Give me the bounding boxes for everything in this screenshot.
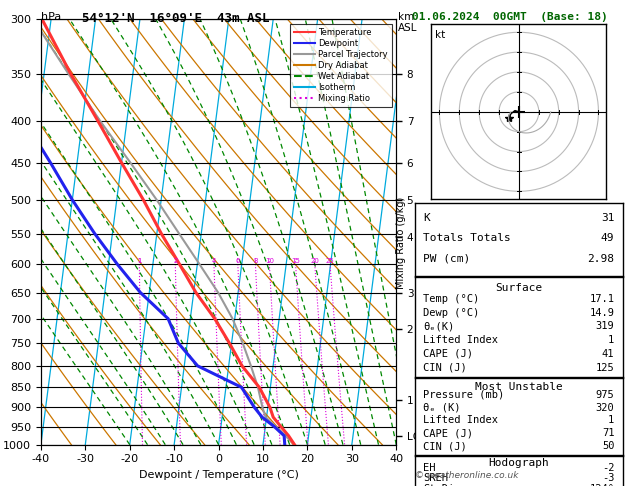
Text: 54°12'N  16°09'E  43m ASL: 54°12'N 16°09'E 43m ASL <box>82 12 269 25</box>
Text: 50: 50 <box>602 441 615 451</box>
Text: Temp (°C): Temp (°C) <box>423 294 480 304</box>
Text: 125: 125 <box>596 363 615 373</box>
Text: CAPE (J): CAPE (J) <box>423 349 474 359</box>
Text: PW (cm): PW (cm) <box>423 254 470 263</box>
Text: 31: 31 <box>601 213 615 223</box>
Text: 10: 10 <box>265 258 274 264</box>
Text: Surface: Surface <box>495 283 543 293</box>
Text: km
ASL: km ASL <box>398 12 418 33</box>
Text: Most Unstable: Most Unstable <box>475 382 563 392</box>
Text: 25: 25 <box>326 258 335 264</box>
Text: SREH: SREH <box>423 473 448 484</box>
Text: 8: 8 <box>253 258 258 264</box>
Text: © weatheronline.co.uk: © weatheronline.co.uk <box>415 471 519 480</box>
Text: kt: kt <box>435 30 446 40</box>
Text: 124°: 124° <box>589 484 615 486</box>
Text: Pressure (mb): Pressure (mb) <box>423 390 504 399</box>
Text: 319: 319 <box>596 321 615 331</box>
Text: 975: 975 <box>596 390 615 399</box>
Text: 1: 1 <box>608 416 615 425</box>
Text: K: K <box>423 213 430 223</box>
Text: θₑ (K): θₑ (K) <box>423 402 461 413</box>
Text: 1: 1 <box>137 258 142 264</box>
Text: EH: EH <box>423 463 436 473</box>
Text: Lifted Index: Lifted Index <box>423 416 498 425</box>
Text: 1: 1 <box>608 335 615 345</box>
Text: 2.98: 2.98 <box>587 254 615 263</box>
Text: Hodograph: Hodograph <box>489 458 549 468</box>
Text: -3: -3 <box>602 473 615 484</box>
Text: 6: 6 <box>236 258 240 264</box>
Text: hPa: hPa <box>41 12 61 22</box>
Text: 20: 20 <box>310 258 320 264</box>
Text: 17.1: 17.1 <box>589 294 615 304</box>
Text: 320: 320 <box>596 402 615 413</box>
X-axis label: Dewpoint / Temperature (°C): Dewpoint / Temperature (°C) <box>138 470 299 480</box>
Text: -2: -2 <box>602 463 615 473</box>
Text: 01.06.2024  00GMT  (Base: 18): 01.06.2024 00GMT (Base: 18) <box>412 12 608 22</box>
Text: 4: 4 <box>212 258 216 264</box>
Text: 49: 49 <box>601 233 615 243</box>
Text: 2: 2 <box>173 258 177 264</box>
Legend: Temperature, Dewpoint, Parcel Trajectory, Dry Adiabat, Wet Adiabat, Isotherm, Mi: Temperature, Dewpoint, Parcel Trajectory… <box>290 24 392 107</box>
Text: CIN (J): CIN (J) <box>423 363 467 373</box>
Text: 15: 15 <box>291 258 300 264</box>
Text: 41: 41 <box>602 349 615 359</box>
Text: 14.9: 14.9 <box>589 308 615 318</box>
Text: Mixing Ratio (g/kg): Mixing Ratio (g/kg) <box>396 197 406 289</box>
Text: StmDir: StmDir <box>423 484 461 486</box>
Text: CAPE (J): CAPE (J) <box>423 428 474 438</box>
Text: 71: 71 <box>602 428 615 438</box>
Text: Totals Totals: Totals Totals <box>423 233 511 243</box>
Text: Lifted Index: Lifted Index <box>423 335 498 345</box>
Text: θₑ(K): θₑ(K) <box>423 321 455 331</box>
Text: CIN (J): CIN (J) <box>423 441 467 451</box>
Text: Dewp (°C): Dewp (°C) <box>423 308 480 318</box>
